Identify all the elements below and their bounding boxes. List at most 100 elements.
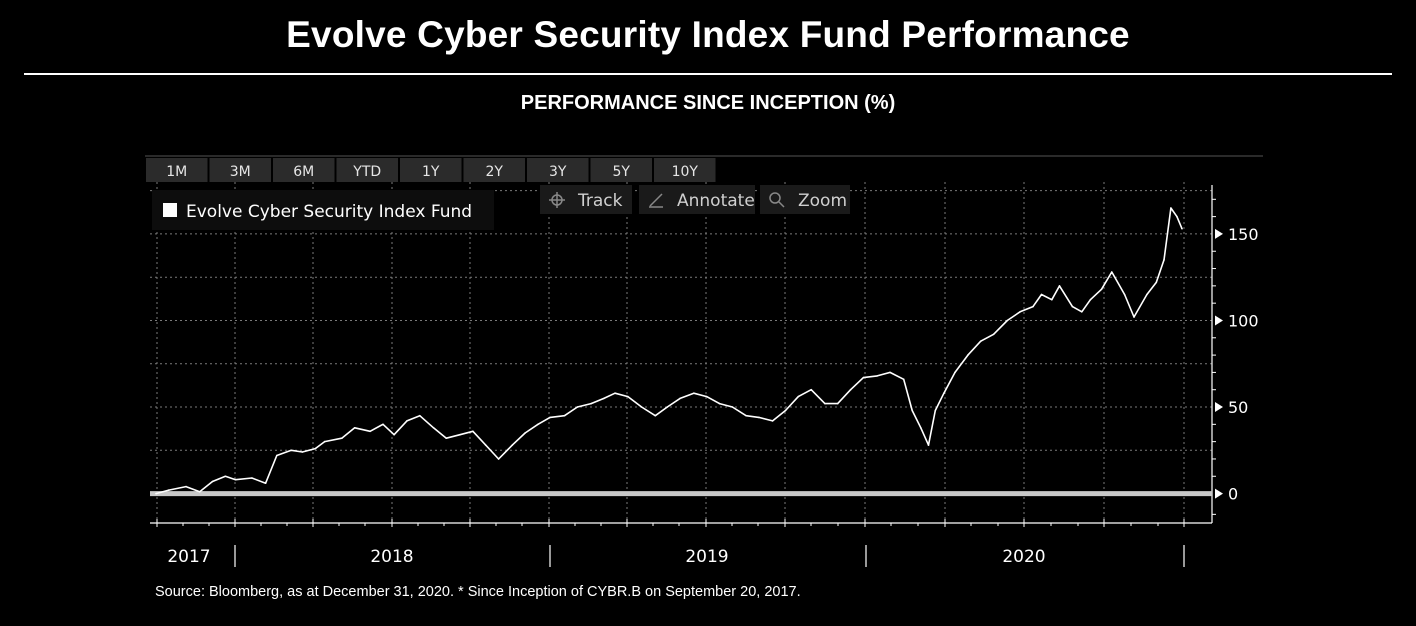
- series-point: [1133, 316, 1135, 318]
- tool-button-annotate[interactable]: Annotate: [639, 185, 755, 214]
- magnifier-icon: [769, 192, 785, 208]
- series-point: [549, 416, 551, 419]
- series-point: [627, 395, 629, 398]
- series-point: [497, 458, 500, 460]
- series-point: [323, 440, 326, 443]
- series-line-0: [155, 207, 1183, 495]
- series-point: [603, 397, 605, 400]
- series-point: [943, 392, 945, 395]
- pencil-icon: [649, 193, 663, 208]
- series-point: [459, 433, 461, 436]
- series-point: [590, 402, 592, 405]
- series-point: [484, 444, 487, 446]
- series-point: [745, 414, 747, 417]
- series-point: [406, 420, 408, 422]
- series-point: [758, 416, 760, 419]
- period-button-2y[interactable]: 2Y: [463, 158, 526, 182]
- series-point: [353, 427, 356, 429]
- series-point: [264, 482, 267, 485]
- series-point: [640, 406, 643, 408]
- series-point: [472, 430, 474, 433]
- period-button-background: [590, 158, 652, 182]
- tool-button-label: Track: [577, 191, 623, 211]
- period-button-label: 2Y: [486, 164, 504, 180]
- series-point: [902, 378, 905, 381]
- period-button-6m[interactable]: 6M: [273, 158, 335, 182]
- period-button-5y[interactable]: 5Y: [590, 158, 653, 182]
- series-point: [369, 430, 371, 433]
- series-point: [1123, 293, 1126, 296]
- period-button-label: 1M: [166, 164, 187, 180]
- tool-button-zoom[interactable]: Zoom: [760, 185, 850, 214]
- period-button-background: [209, 158, 271, 182]
- series-point: [979, 340, 982, 343]
- series-point: [276, 454, 278, 457]
- series-point: [576, 406, 579, 408]
- series-point: [849, 388, 852, 391]
- period-button-background: [527, 158, 589, 182]
- y-tick-marker: [1215, 488, 1223, 499]
- series-point: [927, 444, 930, 446]
- series-point: [889, 371, 891, 374]
- series-point: [234, 478, 237, 481]
- period-button-label: 3Y: [549, 164, 567, 180]
- series-point: [718, 402, 721, 405]
- series-point: [797, 395, 800, 398]
- series-point: [314, 447, 317, 450]
- period-button-1m[interactable]: 1M: [146, 158, 208, 182]
- series-point: [511, 444, 514, 446]
- period-button-background: [400, 158, 462, 182]
- period-button-label: YTD: [352, 164, 381, 180]
- period-button-10y[interactable]: 10Y: [654, 158, 716, 182]
- series-point: [198, 491, 201, 493]
- series-point: [810, 388, 812, 391]
- period-button-1y[interactable]: 1Y: [400, 158, 462, 182]
- series-point: [1163, 259, 1165, 261]
- series-point: [168, 489, 170, 491]
- series-point: [876, 375, 878, 377]
- series-point: [393, 433, 395, 436]
- series-point: [920, 427, 922, 429]
- period-toolbar: 1M 3M 6M YTD 1Y 2Y 3Y 5Y 10Y: [145, 155, 1263, 182]
- period-button-label: 3M: [230, 164, 251, 180]
- y-tick-label: 50: [1228, 398, 1248, 417]
- tool-button-background: [639, 185, 755, 214]
- tool-button-track[interactable]: Track: [540, 185, 632, 214]
- series-point: [1146, 293, 1148, 296]
- series-point: [705, 395, 708, 398]
- series-point: [301, 451, 304, 453]
- series-point: [731, 406, 734, 408]
- chart-grid: [150, 182, 1212, 523]
- series-point: [445, 437, 448, 440]
- period-button-background: [463, 158, 525, 182]
- series-point: [679, 397, 681, 400]
- period-button-label: 5Y: [613, 164, 631, 180]
- series-point: [693, 392, 695, 395]
- period-button-ytd[interactable]: YTD: [336, 158, 399, 182]
- x-year-label-2017: 2017: [167, 547, 210, 567]
- series-point: [862, 376, 865, 379]
- period-button-3y[interactable]: 3Y: [527, 158, 589, 182]
- series-point: [1058, 285, 1061, 287]
- y-tick-marker: [1215, 315, 1223, 326]
- x-year-label-2020: 2020: [1002, 547, 1045, 567]
- period-button-label: 6M: [293, 164, 314, 180]
- series-point: [992, 333, 995, 336]
- legend-swatch: [163, 203, 177, 217]
- series-point: [836, 402, 839, 405]
- series-point: [911, 409, 913, 412]
- series-point: [1032, 305, 1034, 308]
- y-tick-label: 150: [1228, 225, 1259, 244]
- series-point: [1006, 319, 1009, 322]
- series-point: [666, 406, 669, 408]
- tool-toolbar: Track Annotate Zoom: [540, 185, 850, 214]
- period-button-3m[interactable]: 3M: [209, 158, 272, 182]
- series-point: [1176, 215, 1178, 218]
- series-point: [563, 414, 566, 417]
- series-point: [1071, 305, 1074, 308]
- chart-subtitle: PERFORMANCE SINCE INCEPTION (%): [520, 92, 896, 114]
- page-title: Evolve Cyber Security Index Fund Perform…: [286, 14, 1130, 55]
- chart-legend: Evolve Cyber Security Index Fund: [152, 190, 494, 230]
- series-point: [290, 449, 293, 452]
